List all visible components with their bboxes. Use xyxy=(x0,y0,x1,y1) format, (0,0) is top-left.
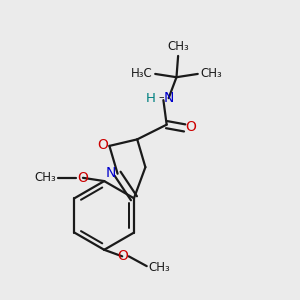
Text: O: O xyxy=(185,120,196,134)
Text: O: O xyxy=(117,249,128,263)
Text: CH₃: CH₃ xyxy=(148,261,170,274)
Text: O: O xyxy=(77,171,88,185)
Text: O: O xyxy=(97,138,108,152)
Text: –: – xyxy=(158,92,164,103)
Text: N: N xyxy=(105,166,116,180)
Text: H: H xyxy=(146,92,156,105)
Text: N: N xyxy=(164,91,174,105)
Text: CH₃: CH₃ xyxy=(34,171,56,184)
Text: CH₃: CH₃ xyxy=(167,40,189,53)
Text: CH₃: CH₃ xyxy=(200,67,222,80)
Text: H₃C: H₃C xyxy=(131,67,153,80)
